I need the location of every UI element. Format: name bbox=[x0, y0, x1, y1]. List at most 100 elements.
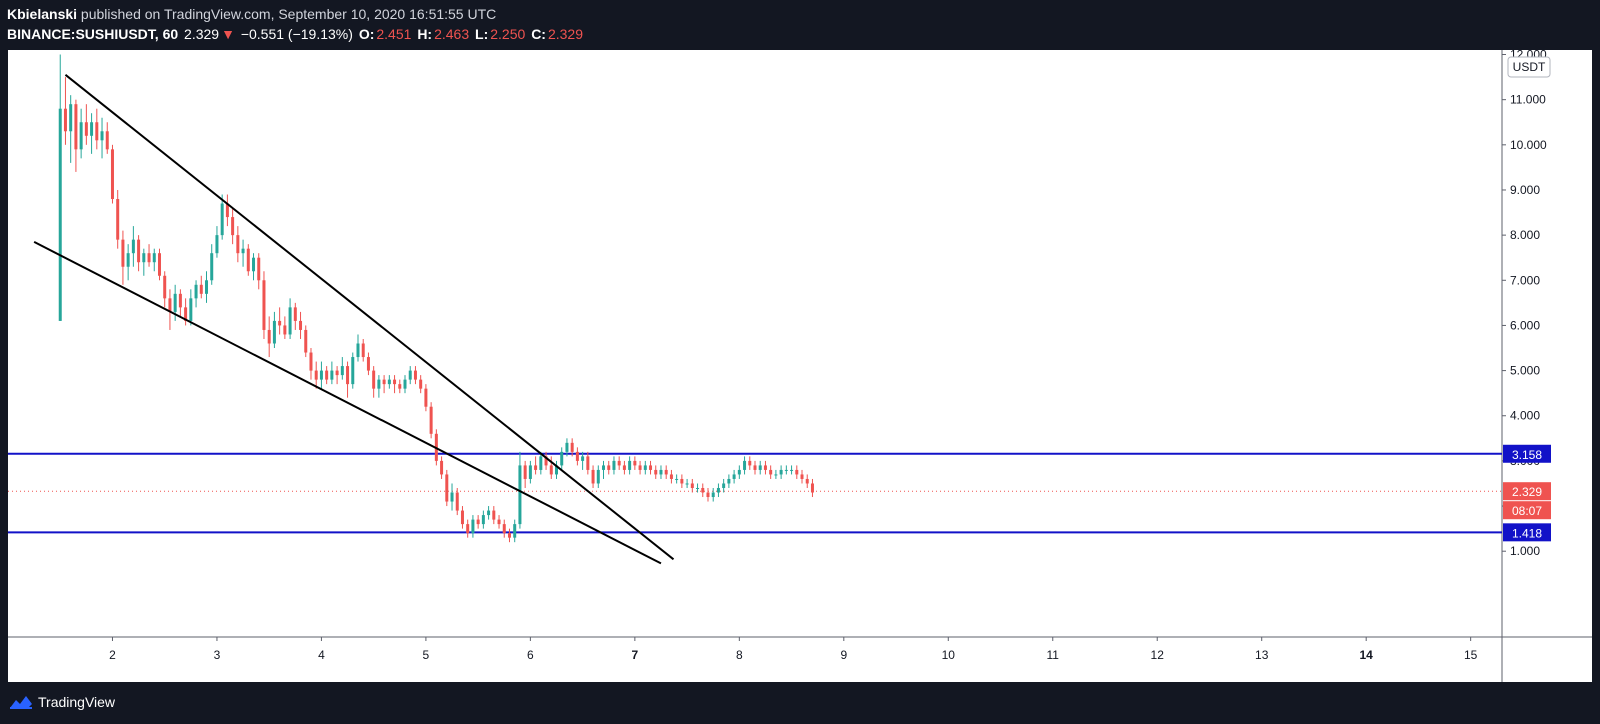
candle-body bbox=[220, 203, 224, 236]
candle-body bbox=[554, 465, 558, 475]
candle-body bbox=[622, 465, 626, 470]
high-value: 2.463 bbox=[434, 26, 470, 42]
plot-background bbox=[8, 50, 1502, 637]
current-price-label: 2.329 bbox=[1512, 485, 1542, 499]
y-tick-label: 9.000 bbox=[1510, 183, 1540, 197]
candle-body bbox=[476, 519, 480, 525]
candle-body bbox=[440, 460, 444, 475]
candle-body bbox=[602, 465, 606, 470]
candle-body bbox=[570, 442, 574, 452]
high-label: H: bbox=[417, 26, 433, 42]
candle-body bbox=[763, 465, 767, 470]
candle-body bbox=[116, 199, 120, 240]
candle-body bbox=[142, 253, 146, 263]
candle-body bbox=[643, 465, 647, 470]
candle-body bbox=[638, 465, 642, 470]
x-tick-label: 15 bbox=[1464, 648, 1478, 662]
x-tick-label: 3 bbox=[214, 648, 221, 662]
candle-body bbox=[335, 370, 339, 376]
candle-body bbox=[288, 307, 292, 335]
candle-body bbox=[58, 108, 62, 321]
candle-body bbox=[706, 492, 710, 498]
candle-body bbox=[487, 510, 491, 516]
candle-body bbox=[278, 320, 282, 326]
x-tick-label: 7 bbox=[632, 648, 639, 662]
tradingview-logo[interactable]: TradingView bbox=[8, 694, 115, 710]
candle-body bbox=[513, 524, 517, 538]
x-tick-label: 11 bbox=[1047, 648, 1060, 662]
y-tick-label: 11.000 bbox=[1510, 93, 1546, 107]
candle-body bbox=[241, 248, 245, 254]
candle-body bbox=[649, 465, 653, 470]
candle-body bbox=[377, 379, 381, 389]
y-tick-label: 1.000 bbox=[1510, 544, 1540, 558]
candle-body bbox=[800, 474, 804, 479]
symbol-info: BINANCE:SUSHIUSDT, 60 2.329 ▼ −0.551 (−19… bbox=[7, 26, 585, 42]
candle-body bbox=[299, 320, 303, 330]
x-tick-label: 9 bbox=[840, 648, 847, 662]
candle-body bbox=[74, 104, 78, 150]
candle-body bbox=[137, 239, 141, 263]
candle-body bbox=[701, 487, 705, 493]
close-label: C: bbox=[531, 26, 546, 42]
author-name[interactable]: Kbielanski bbox=[7, 6, 78, 22]
candle-body bbox=[319, 370, 323, 380]
candle-body bbox=[732, 474, 736, 479]
candle-body bbox=[507, 533, 511, 538]
candle-body bbox=[340, 366, 344, 376]
down-arrow-icon: ▼ bbox=[221, 26, 235, 42]
candle-body bbox=[492, 510, 496, 520]
candle-body bbox=[743, 460, 747, 470]
candle-body bbox=[591, 469, 595, 484]
candle-body bbox=[100, 131, 104, 141]
cloud-logo-icon bbox=[10, 696, 32, 709]
candle-body bbox=[784, 469, 788, 471]
candle-body bbox=[110, 149, 114, 200]
candle-body bbox=[173, 293, 177, 312]
y-tick-label: 6.000 bbox=[1510, 318, 1540, 332]
candle-body bbox=[528, 465, 532, 479]
candle-body bbox=[210, 253, 214, 281]
candle-body bbox=[105, 131, 109, 150]
candle-body bbox=[753, 465, 757, 470]
candle-body bbox=[408, 370, 412, 380]
chart-area[interactable]: 1.0002.0003.0004.0005.0006.0007.0008.000… bbox=[8, 50, 1592, 682]
candle-body bbox=[361, 343, 365, 358]
candle-body bbox=[455, 492, 459, 511]
candle-body bbox=[779, 469, 783, 475]
candle-body bbox=[774, 474, 778, 476]
publish-info: Kbielanski published on TradingView.com,… bbox=[7, 6, 496, 22]
candle-body bbox=[497, 519, 501, 525]
countdown-tag bbox=[1503, 501, 1551, 520]
candle-body bbox=[544, 456, 548, 466]
symbol-label[interactable]: BINANCE:SUSHIUSDT, 60 bbox=[7, 26, 179, 42]
candle-body bbox=[669, 474, 673, 479]
candle-body bbox=[769, 469, 773, 475]
candle-body bbox=[178, 293, 182, 308]
candle-body bbox=[126, 253, 130, 267]
candle-body bbox=[382, 379, 386, 385]
candle-body bbox=[121, 239, 125, 267]
candle-body bbox=[664, 469, 668, 475]
candle-body bbox=[194, 284, 198, 299]
candle-body bbox=[157, 253, 161, 276]
candle-body bbox=[199, 284, 203, 294]
candle-body bbox=[607, 465, 611, 470]
candle-body bbox=[659, 469, 663, 475]
candle-body bbox=[189, 298, 193, 321]
y-tick-label: 7.000 bbox=[1510, 273, 1540, 287]
candle-body bbox=[267, 329, 271, 344]
candlestick-chart[interactable]: 1.0002.0003.0004.0005.0006.0007.0008.000… bbox=[8, 50, 1592, 682]
candle-body bbox=[460, 510, 464, 525]
candle-body bbox=[466, 524, 470, 534]
level-price-tag bbox=[1503, 444, 1551, 463]
candle-body bbox=[445, 474, 449, 502]
candle-body bbox=[581, 456, 585, 461]
candle-body bbox=[168, 298, 172, 312]
candle-body bbox=[84, 122, 88, 136]
footer-bar: TradingView bbox=[0, 682, 1600, 724]
x-tick-label: 8 bbox=[736, 648, 743, 662]
candle-body bbox=[413, 370, 417, 380]
candle-body bbox=[314, 370, 318, 380]
candle-body bbox=[549, 465, 553, 475]
